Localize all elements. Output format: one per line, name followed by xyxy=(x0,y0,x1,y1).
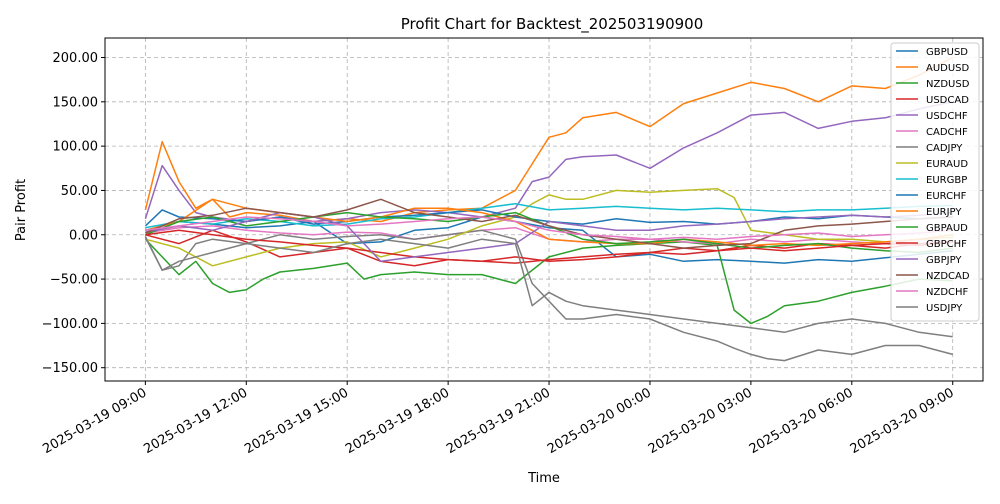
y-tick-label: 150.00 xyxy=(53,95,99,110)
x-tick-label: 2025-03-20 03:00 xyxy=(646,385,755,457)
x-tick-label: 2025-03-19 18:00 xyxy=(343,385,452,457)
axis-layer: −150.00 −100.00 −50.00 0.00 50.00 100.00 150.0… xyxy=(40,51,956,457)
series-layer xyxy=(144,56,954,362)
series-line-euraud xyxy=(145,187,953,267)
legend-label: EURCHF xyxy=(926,191,967,202)
y-tick-label: 100.00 xyxy=(53,140,99,155)
series-line-gbpusd xyxy=(145,216,953,264)
series-line-nzdusd xyxy=(144,238,953,325)
legend-label: GBPJPY xyxy=(926,255,962,266)
legend-label: USDCAD xyxy=(926,95,969,106)
series-line-gbpchf xyxy=(145,229,953,263)
x-tick-label: 2025-03-19 12:00 xyxy=(141,385,250,457)
x-axis-label: Time xyxy=(527,471,560,486)
legend-label: EURJPY xyxy=(926,207,962,218)
legend-label: EURAUD xyxy=(926,159,968,170)
y-tick-label: 50.00 xyxy=(61,184,98,199)
x-tick-label: 2025-03-20 09:00 xyxy=(848,385,957,457)
x-tick-label: 2025-03-19 09:00 xyxy=(40,385,149,457)
y-tick-label: −100.00 xyxy=(42,317,98,332)
legend-label: AUDUSD xyxy=(926,63,970,74)
y-tick-label: −50.00 xyxy=(50,273,98,288)
legend-label: GBPUSD xyxy=(926,47,968,58)
legend-label: NZDUSD xyxy=(926,79,970,90)
plot-frame xyxy=(104,37,984,382)
legend-label: USDCHF xyxy=(926,111,968,122)
y-axis-label: Pair Profit xyxy=(14,179,29,241)
series-line-usdjpy xyxy=(144,237,953,338)
series-line-usdchf xyxy=(144,101,953,223)
legend-box xyxy=(890,42,980,322)
legend-label: NZDCHF xyxy=(926,287,969,298)
legend: GBPUSD AUDUSD NZDUSD USDCAD USDCHF CADCHF CADJ… xyxy=(890,42,980,322)
legend-label: USDJPY xyxy=(926,303,963,314)
series-line-nzdchf xyxy=(145,216,953,240)
y-tick-label: 0.00 xyxy=(69,228,98,243)
legend-label: NZDCAD xyxy=(926,271,970,282)
legend-label: GBPCHF xyxy=(926,239,967,250)
legend-label: CADCHF xyxy=(926,127,968,138)
legend-label: EURGBP xyxy=(926,175,967,186)
series-line-nzdcad xyxy=(145,198,953,249)
y-tick-label: −150.00 xyxy=(42,361,98,376)
chart-title: Profit Chart for Backtest_202503190900 xyxy=(401,15,704,34)
x-tick-label: 2025-03-20 00:00 xyxy=(545,385,654,457)
series-line-audusd xyxy=(144,56,954,223)
x-tick-label: 2025-03-20 06:00 xyxy=(747,385,856,457)
legend-label: CADJPY xyxy=(926,143,963,154)
x-tick-label: 2025-03-19 15:00 xyxy=(242,385,351,457)
x-tick-label: 2025-03-19 21:00 xyxy=(444,385,553,457)
legend-label: GBPAUD xyxy=(926,223,968,234)
y-tick-label: 200.00 xyxy=(53,51,99,66)
